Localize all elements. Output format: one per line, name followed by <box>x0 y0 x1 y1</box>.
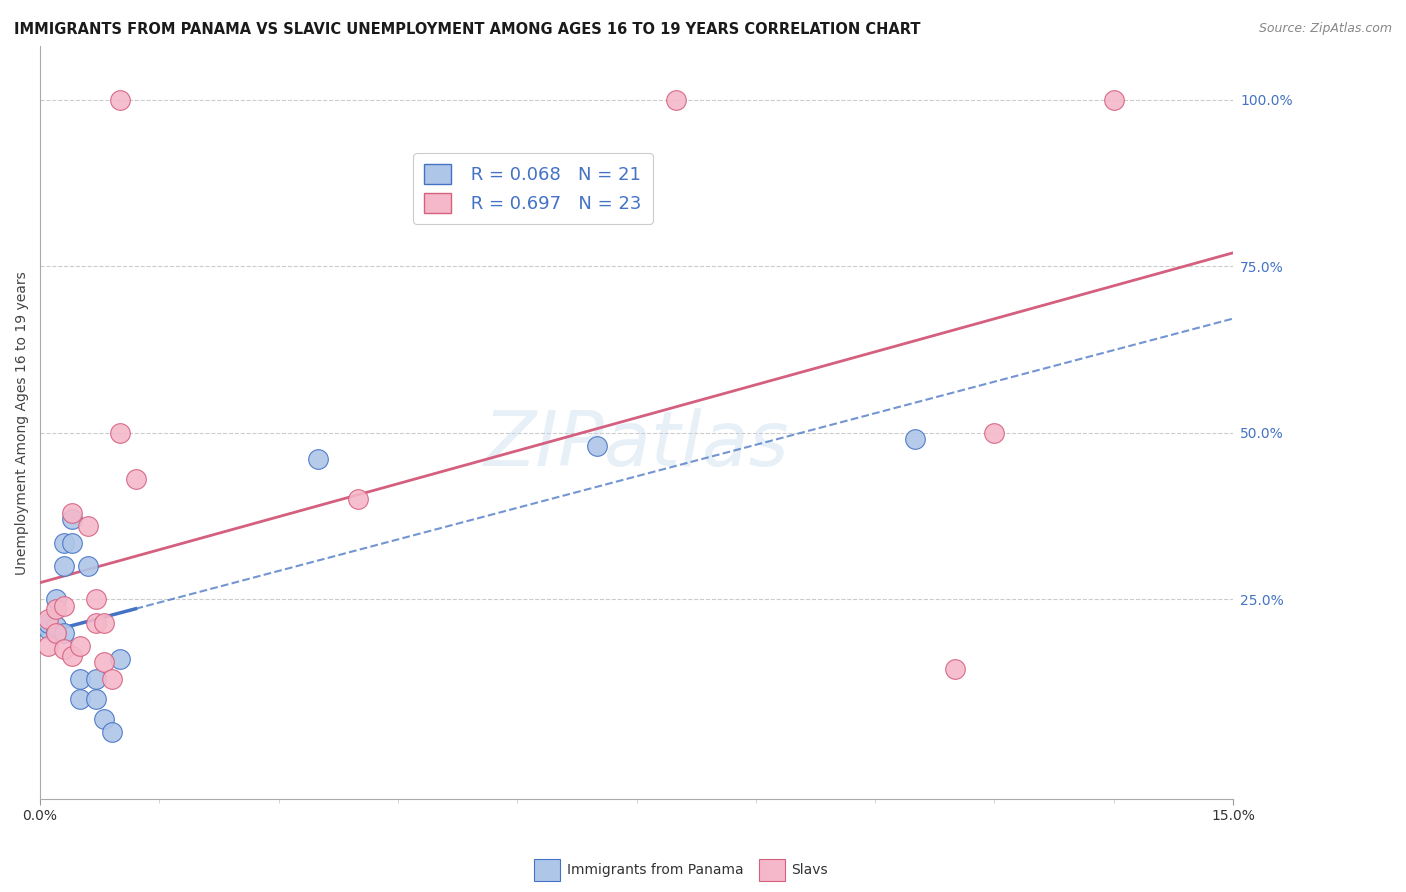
Point <box>904 432 927 446</box>
Point <box>93 712 115 726</box>
Point <box>108 652 131 666</box>
Point <box>84 672 107 686</box>
Point <box>60 506 83 520</box>
Point <box>37 612 59 626</box>
Point <box>37 615 59 630</box>
Text: Immigrants from Panama: Immigrants from Panama <box>567 863 744 877</box>
Point <box>84 592 107 607</box>
Point <box>100 725 122 739</box>
Point <box>69 639 91 653</box>
Legend:  R = 0.068   N = 21,  R = 0.697   N = 23: R = 0.068 N = 21, R = 0.697 N = 23 <box>413 153 652 224</box>
Point <box>1102 93 1125 107</box>
Point <box>347 492 370 507</box>
Point <box>93 615 115 630</box>
Point <box>84 692 107 706</box>
Point <box>45 619 67 633</box>
Point <box>307 452 329 467</box>
Point <box>100 672 122 686</box>
Text: Source: ZipAtlas.com: Source: ZipAtlas.com <box>1258 22 1392 36</box>
Point <box>45 602 67 616</box>
Point <box>52 625 75 640</box>
Point <box>37 639 59 653</box>
Point <box>76 519 98 533</box>
Point <box>124 472 146 486</box>
Point <box>93 656 115 670</box>
Y-axis label: Unemployment Among Ages 16 to 19 years: Unemployment Among Ages 16 to 19 years <box>15 271 30 574</box>
Point <box>69 672 91 686</box>
Point <box>45 592 67 607</box>
Point <box>60 648 83 663</box>
Point <box>45 625 67 640</box>
Point <box>52 535 75 549</box>
Text: Slavs: Slavs <box>792 863 828 877</box>
Point <box>983 425 1005 440</box>
Point <box>665 93 688 107</box>
Point <box>52 558 75 573</box>
Point <box>60 535 83 549</box>
Point <box>76 558 98 573</box>
Point <box>585 439 607 453</box>
Text: IMMIGRANTS FROM PANAMA VS SLAVIC UNEMPLOYMENT AMONG AGES 16 TO 19 YEARS CORRELAT: IMMIGRANTS FROM PANAMA VS SLAVIC UNEMPLO… <box>14 22 921 37</box>
Point <box>52 599 75 613</box>
Point <box>108 93 131 107</box>
Point <box>69 692 91 706</box>
Point <box>52 642 75 657</box>
Point <box>60 512 83 526</box>
Point <box>84 615 107 630</box>
Point <box>108 425 131 440</box>
Point <box>943 662 966 676</box>
Point <box>45 625 67 640</box>
Text: ZIPatlas: ZIPatlas <box>484 409 789 483</box>
Point <box>37 622 59 636</box>
